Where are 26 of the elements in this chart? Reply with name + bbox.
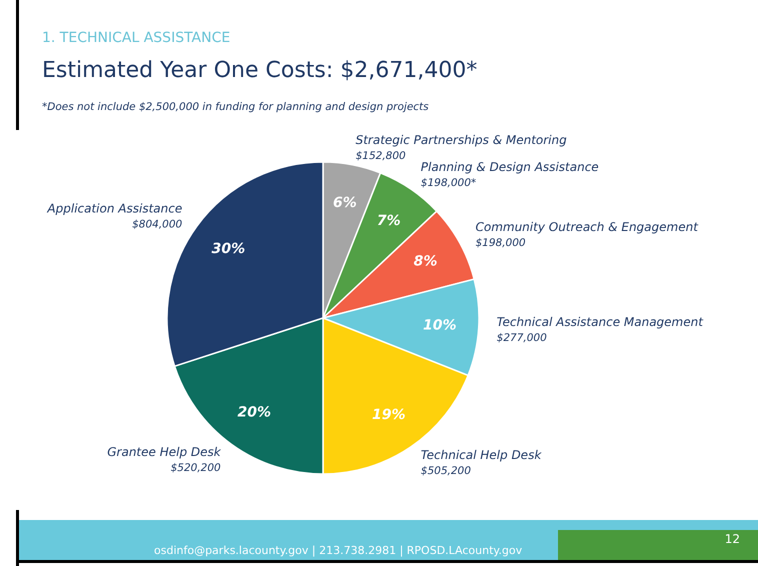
text: $520,200 [170,462,221,474]
text: $198,000* [420,177,476,190]
data-label: 10% [423,317,457,334]
chart-subtitle: *Does not include $2,500,000 in funding for planning and design projects [42,101,429,113]
text: $505,200 [420,464,471,477]
slice-label: Application Assistance [46,202,182,216]
data-label: 20% [237,404,271,421]
text: $198,000 [475,237,526,250]
slice-label: Planning & Design Assistance [420,160,599,174]
data-label: 30% [212,241,246,258]
text: 1. TECHNICAL ASSISTANCE [42,30,230,46]
slice-label: Strategic Partnerships & Mentoring [356,133,568,148]
text: $152,800 [356,150,406,162]
chart-title: Estimated Year One Costs: $2,671,400* [42,58,478,83]
data-label: 7% [376,213,401,230]
data-label: 19% [372,406,406,423]
data-label: 6% [333,195,357,212]
text: $804,000 [132,218,182,231]
slice-label: Community Outreach & Engagement [475,220,700,234]
text: osdinfo@parks.lacounty.gov | 213.738.2981 | RPOSD.LAcounty.gov [154,544,522,557]
slice-label: Technical Assistance Management [496,314,704,329]
slice-label: Grantee Help Desk [107,444,222,459]
text: $277,000 [496,332,547,344]
data-label: 8% [414,254,438,270]
slice-label: Technical Help Desk [420,448,542,462]
text: 12 [724,532,740,546]
